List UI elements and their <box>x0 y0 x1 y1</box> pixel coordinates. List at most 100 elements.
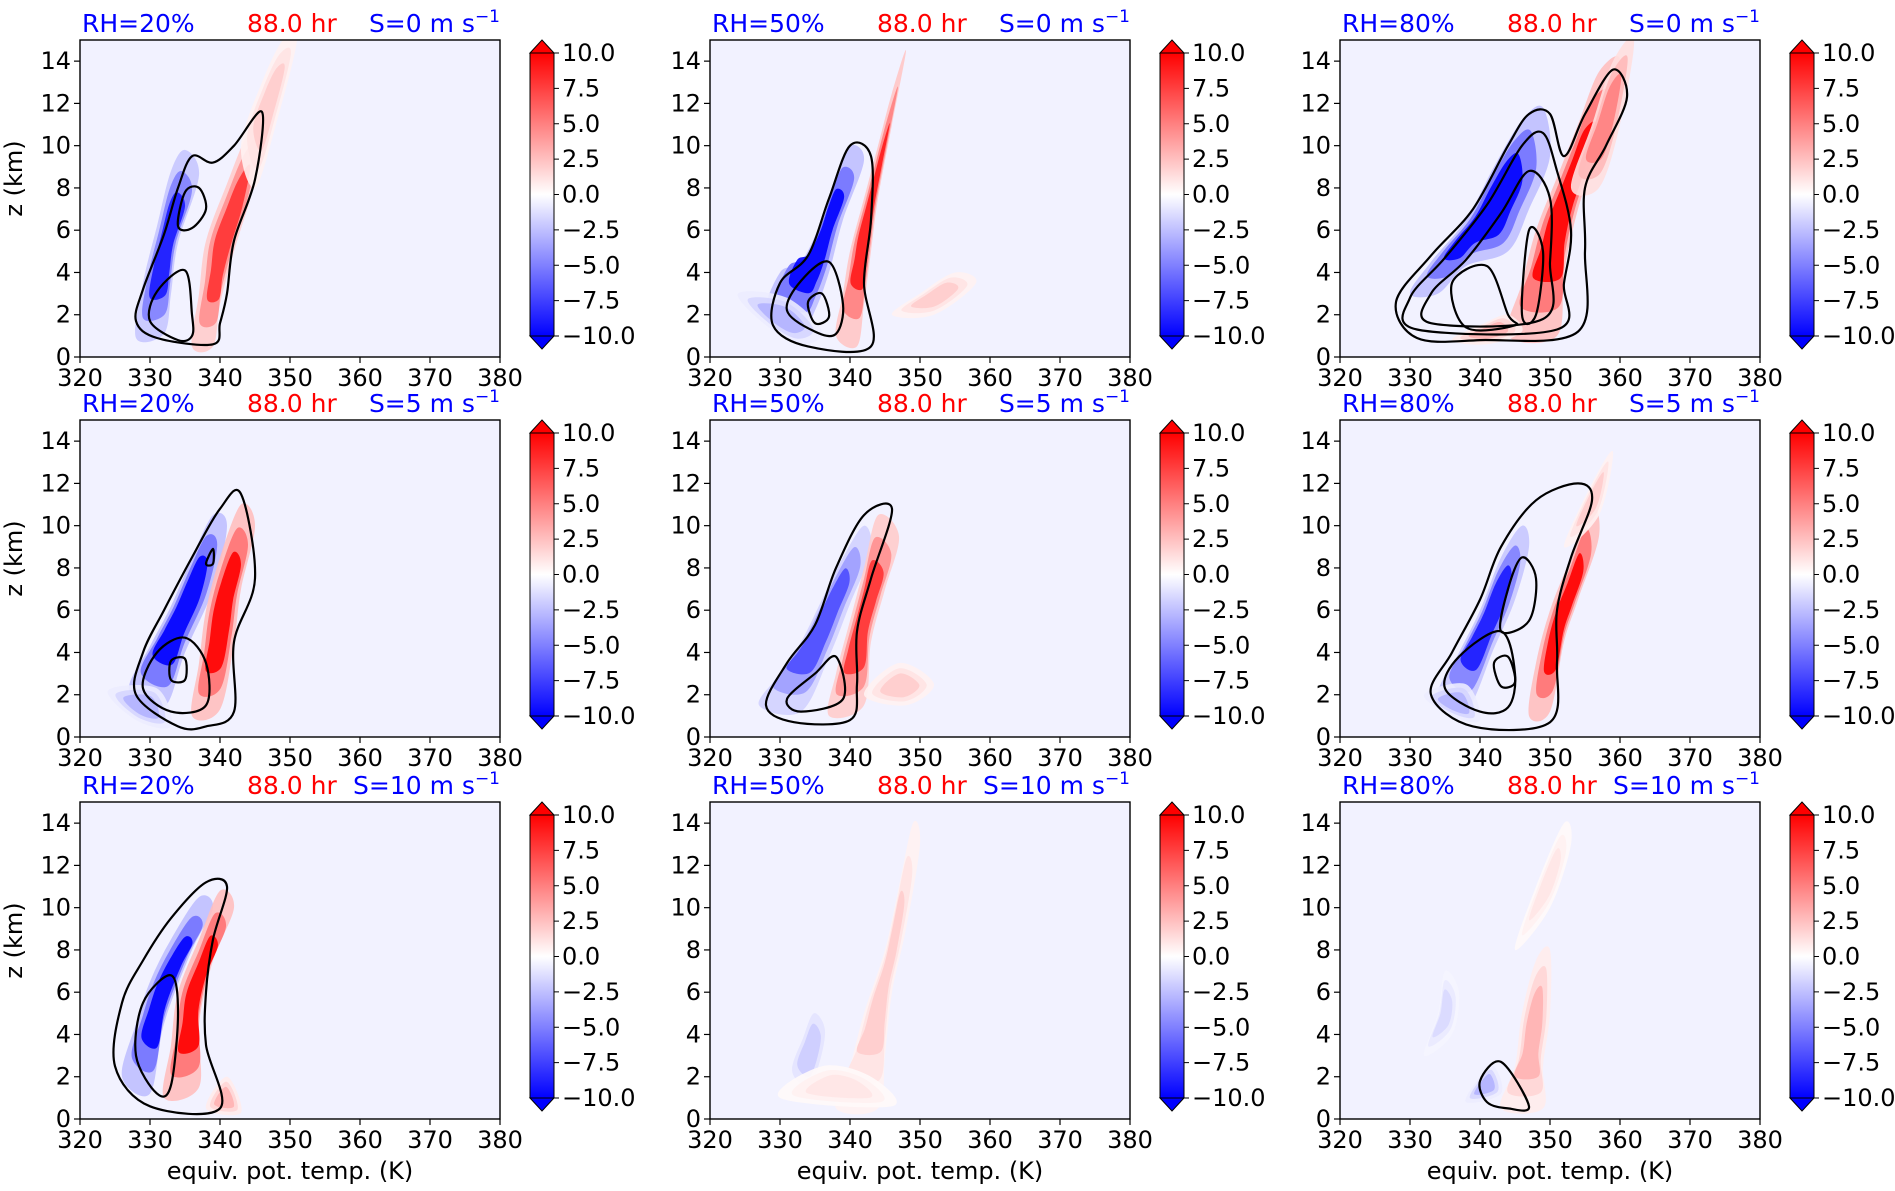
colorbar-tick-label: 2.5 <box>1822 145 1860 173</box>
y-tick-label: 12 <box>40 469 71 497</box>
time-label: 88.0 hr <box>1507 771 1597 800</box>
y-tick-label: 14 <box>40 427 71 455</box>
colorbar: 10.0 7.5 5.0 2.5 0.0 −2.5 −5.0 −7.5 −10.0 <box>528 801 636 1112</box>
x-tick-label: 360 <box>967 364 1013 392</box>
colorbar-gradient <box>1790 433 1814 716</box>
y-tick-label: 6 <box>686 216 701 244</box>
y-tick-label: 0 <box>1316 343 1331 371</box>
x-tick-label: 380 <box>477 744 523 772</box>
shear-label-text: S=0 m s <box>369 9 475 38</box>
x-tick-label: 330 <box>127 364 173 392</box>
y-tick-label: 12 <box>1300 89 1331 117</box>
y-tick-label: 4 <box>686 638 701 666</box>
y-tick-label: 12 <box>670 469 701 497</box>
y-tick-label: 10 <box>670 894 701 922</box>
colorbar-gradient <box>1790 815 1814 1098</box>
y-tick-label: 12 <box>670 851 701 879</box>
colorbar-tick-label: −7.5 <box>1192 287 1250 315</box>
colorbar-tick-label: −7.5 <box>562 667 620 695</box>
x-tick-label: 380 <box>1737 744 1783 772</box>
contour-line <box>112 877 229 1116</box>
colorbar-extend-min <box>1158 335 1186 350</box>
y-tick-label: 4 <box>56 638 71 666</box>
colorbar-tick-label: 5.0 <box>1192 872 1230 900</box>
positive-anomaly-region <box>843 559 884 675</box>
contour-line <box>134 110 265 347</box>
x-tick-label: 340 <box>827 1126 873 1154</box>
contour-line <box>806 291 831 326</box>
x-tick-label: 350 <box>897 1126 943 1154</box>
y-tick-label: 12 <box>1300 851 1331 879</box>
y-tick-label: 8 <box>56 174 71 202</box>
colorbar-tick-label: 0.0 <box>1822 181 1860 209</box>
rh-label: RH=80% <box>1342 9 1455 38</box>
colorbar-tick-label: 5.0 <box>562 872 600 900</box>
contour-line <box>141 636 211 715</box>
y-tick-label: 14 <box>1300 427 1331 455</box>
colorbar-extend-max <box>1158 419 1186 434</box>
colorbar-tick-label: −2.5 <box>562 596 620 624</box>
positive-anomaly-region <box>214 1086 235 1109</box>
y-tick-label: 6 <box>56 216 71 244</box>
colorbar-extend-min <box>528 715 556 730</box>
colorbar-tick-label: −2.5 <box>1192 978 1250 1006</box>
colorbar-tick-label: −7.5 <box>562 287 620 315</box>
y-axis-label: z (km) <box>0 140 28 216</box>
colorbar-tick-label: 2.5 <box>1192 907 1230 935</box>
colorbar-tick-label: 0.0 <box>1192 561 1230 589</box>
x-tick-label: 380 <box>477 364 523 392</box>
shear-label: S=10 m s−1 <box>353 769 500 800</box>
positive-anomaly-region <box>856 890 905 1056</box>
colorbar-tick-label: −5.0 <box>562 251 620 279</box>
negative-anomaly-region <box>1432 989 1453 1038</box>
y-tick-label: 14 <box>1300 47 1331 75</box>
y-tick-label: 12 <box>1300 469 1331 497</box>
negative-anomaly-region <box>1437 692 1470 715</box>
shear-label-exponent: −1 <box>475 7 500 27</box>
positive-anomaly-region <box>206 164 251 303</box>
shear-label-text: S=10 m s <box>983 771 1105 800</box>
colorbar-tick-label: −7.5 <box>562 1049 620 1077</box>
x-axis-label: equiv. pot. temp. (K) <box>797 1157 1044 1185</box>
positive-anomaly-region <box>1576 472 1604 527</box>
contour-line <box>204 547 215 567</box>
colorbar-tick-label: −7.5 <box>1822 1049 1880 1077</box>
contour-line <box>147 268 195 343</box>
colorbar-extend-min <box>1788 715 1816 730</box>
y-tick-label: 10 <box>40 132 71 160</box>
panel: 320 330 340 350 360 370 380 0 2 4 6 8 10 12 14 RH=50% 88… <box>670 769 1265 1185</box>
y-axis-label: z (km) <box>0 520 28 596</box>
panel: 320 330 340 350 360 370 380 0 2 4 6 8 10 12 14 RH=50% 88… <box>670 387 1265 772</box>
y-tick-label: 8 <box>56 554 71 582</box>
colorbar-tick-label: 2.5 <box>562 145 600 173</box>
colorbar: 10.0 7.5 5.0 2.5 0.0 −2.5 −5.0 −7.5 −10.0 <box>1158 419 1266 730</box>
colorbar-extend-max <box>1158 39 1186 54</box>
y-tick-label: 0 <box>1316 723 1331 751</box>
contour-line <box>764 502 894 726</box>
y-tick-label: 6 <box>1316 216 1331 244</box>
x-tick-label: 360 <box>337 744 383 772</box>
colorbar-tick-label: 0.0 <box>1822 943 1860 971</box>
colorbar-tick-label: −2.5 <box>1192 596 1250 624</box>
colorbar-tick-label: 7.5 <box>1192 74 1230 102</box>
colorbar-extend-min <box>528 1097 556 1112</box>
colorbar-tick-label: 2.5 <box>1822 907 1860 935</box>
y-tick-label: 0 <box>686 1105 701 1133</box>
y-tick-label: 0 <box>686 723 701 751</box>
colorbar-tick-label: 0.0 <box>1192 943 1230 971</box>
shear-label-text: S=10 m s <box>353 771 475 800</box>
colorbar-extend-max <box>528 801 556 816</box>
colorbar-extend-min <box>1158 715 1186 730</box>
y-tick-label: 0 <box>56 723 71 751</box>
colorbar-tick-label: 10.0 <box>1192 419 1245 447</box>
contour-line <box>1394 68 1629 343</box>
x-tick-label: 330 <box>757 744 803 772</box>
colorbar-tick-label: −5.0 <box>1192 631 1250 659</box>
shear-label: S=5 m s−1 <box>1629 387 1760 418</box>
shear-label: S=10 m s−1 <box>1613 769 1760 800</box>
contour-line <box>1450 263 1519 332</box>
colorbar-tick-label: −2.5 <box>1822 596 1880 624</box>
x-tick-label: 320 <box>57 1126 103 1154</box>
x-tick-label: 330 <box>757 1126 803 1154</box>
colorbar-tick-label: 0.0 <box>562 561 600 589</box>
